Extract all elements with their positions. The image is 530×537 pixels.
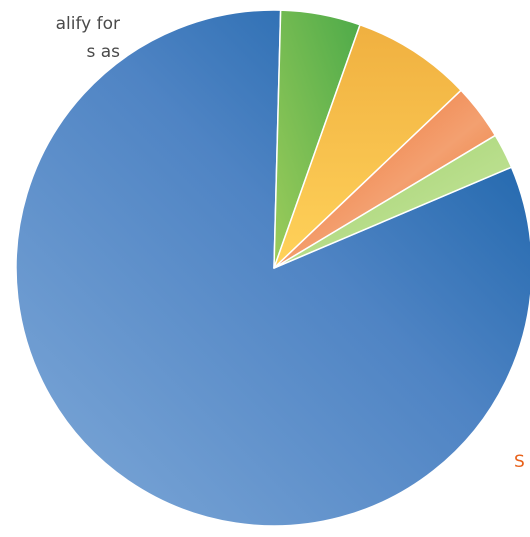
cropped-edge-label: S bbox=[514, 452, 525, 472]
text-line: alify for bbox=[55, 14, 120, 34]
pie-slice-light-green bbox=[273, 134, 513, 269]
pie-slice-yellow bbox=[273, 24, 462, 269]
pie-slice-main bbox=[15, 9, 530, 527]
text-line: s as bbox=[86, 42, 120, 62]
pie-slices bbox=[15, 9, 530, 527]
